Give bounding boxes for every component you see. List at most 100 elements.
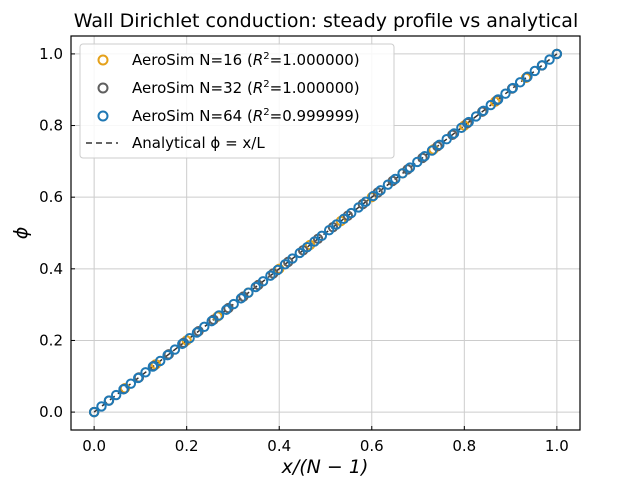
legend-label-n64: AeroSim N=64	[132, 107, 242, 125]
y-tick-label: 0.6	[39, 188, 63, 206]
data-point-n64	[536, 60, 548, 71]
legend: AeroSim N=16 (R2=1.000000) AeroSim N=32 …	[79, 43, 395, 159]
data-point-n64	[331, 219, 342, 230]
data-point-n64	[375, 185, 386, 196]
data-point-n64	[155, 355, 166, 367]
data-point-n64	[456, 122, 467, 134]
data-point-n64	[265, 270, 276, 281]
data-point-n64	[390, 173, 401, 185]
data-point-n64	[294, 247, 305, 259]
data-point-n64	[463, 116, 474, 128]
data-point-n64	[368, 190, 379, 202]
data-point-n64	[316, 230, 328, 242]
data-point-n64	[492, 94, 504, 105]
data-point-n64	[397, 168, 408, 179]
data-point-n64	[250, 281, 261, 293]
x-tick-label: 0.8	[452, 437, 476, 455]
data-point-n64	[96, 401, 107, 412]
legend-label-n16: AeroSim N=16	[132, 51, 242, 69]
data-point-n64	[235, 293, 247, 304]
data-point-n64	[470, 111, 482, 122]
y-tick-label: 0.0	[39, 403, 63, 421]
data-point-n64	[206, 315, 217, 327]
data-point-n64	[110, 389, 122, 401]
legend-r2-sup-n64: 2	[263, 107, 269, 118]
y-tick-label: 0.8	[39, 117, 63, 135]
data-point-n64	[529, 65, 541, 77]
data-point-n64	[323, 224, 335, 236]
legend-close-paren: )	[354, 107, 360, 125]
legend-r2-sup-n16: 2	[263, 51, 269, 62]
data-point-n64	[419, 151, 430, 162]
data-point-n64	[551, 48, 563, 60]
y-tick-label: 0.2	[39, 331, 63, 349]
legend-marker-n32	[97, 82, 109, 94]
x-tick-label: 0.6	[360, 437, 384, 455]
legend-r2-sup-n32: 2	[263, 79, 269, 90]
legend-label-n32: AeroSim N=32	[132, 79, 242, 97]
data-point-n64	[228, 298, 239, 310]
legend-r2-value-n16: =1.000000	[270, 51, 354, 69]
x-tick-label: 0.4	[267, 437, 291, 455]
data-point-n64	[213, 310, 225, 321]
x-tick-label: 1.0	[545, 437, 569, 455]
data-point-n64	[434, 139, 445, 151]
legend-box	[79, 43, 395, 159]
data-point-n64	[426, 145, 438, 156]
data-point-n64	[412, 156, 423, 168]
legend-marker-n16	[97, 54, 109, 66]
x-tick-label: 0.0	[82, 437, 106, 455]
legend-close-paren: )	[354, 51, 360, 69]
data-point-n64	[478, 105, 489, 116]
data-point-n64	[441, 133, 452, 145]
data-point-n64	[514, 77, 526, 88]
data-point-n64	[199, 321, 210, 333]
data-point-n64	[162, 350, 173, 361]
data-point-n64	[257, 276, 269, 287]
data-point-n64	[353, 202, 364, 213]
data-point-n64	[140, 367, 151, 378]
data-point-n64	[301, 242, 313, 253]
legend-open-paren: (	[247, 107, 253, 125]
data-point-n64	[169, 344, 181, 355]
legend-marker-n64	[97, 110, 109, 122]
data-point-n64	[184, 332, 195, 344]
legend-r2-label-n16: R	[253, 51, 263, 69]
y-tick-label: 0.4	[39, 260, 63, 278]
data-point-n64	[272, 264, 283, 276]
y-tick-label: 1.0	[39, 45, 63, 63]
data-point-n64	[118, 384, 129, 395]
data-point-n64	[133, 372, 144, 384]
legend-close-paren: )	[354, 79, 360, 97]
data-point-n64	[382, 179, 394, 190]
chart-title: Wall Dirichlet conduction: steady profil…	[74, 10, 578, 32]
data-point-n64	[404, 162, 416, 173]
data-point-n64	[279, 259, 291, 270]
legend-open-paren: (	[247, 51, 253, 69]
data-point-n64	[177, 338, 188, 350]
data-series	[88, 48, 563, 418]
data-point-n64	[360, 196, 372, 207]
data-point-n64	[287, 253, 298, 264]
axis-ticks: 0.0 0.2 0.4 0.6 0.8 1.0 0.0 0.2 0.4 0.6 0.8 1.0	[39, 45, 569, 455]
x-axis-label: x/(N − 1)	[281, 456, 369, 478]
data-point-n64	[147, 361, 159, 372]
legend-open-paren: (	[247, 79, 253, 97]
legend-entry-n32: AeroSim N=32 (R2=1.000000)	[132, 79, 360, 97]
legend-entry-analytical: Analytical ϕ = x/L	[132, 134, 265, 152]
y-axis-label: ϕ	[10, 227, 32, 240]
legend-r2-value-n32: =1.000000	[270, 79, 354, 97]
legend-r2-value-n64: =0.999999	[270, 107, 354, 125]
data-point-n64	[243, 287, 254, 298]
data-point-n64	[500, 88, 511, 99]
plot-frame	[70, 35, 581, 431]
legend-entry-n64: AeroSim N=64 (R2=0.999999)	[132, 107, 360, 125]
data-point-n64	[448, 128, 460, 139]
data-point-n64	[346, 207, 357, 219]
legend-r2-label-n32: R	[253, 79, 263, 97]
data-point-n64	[125, 378, 137, 389]
data-point-n64	[103, 395, 115, 406]
data-point-n64	[191, 327, 203, 338]
legend-entry-n16: AeroSim N=16 (R2=1.000000)	[132, 51, 360, 69]
